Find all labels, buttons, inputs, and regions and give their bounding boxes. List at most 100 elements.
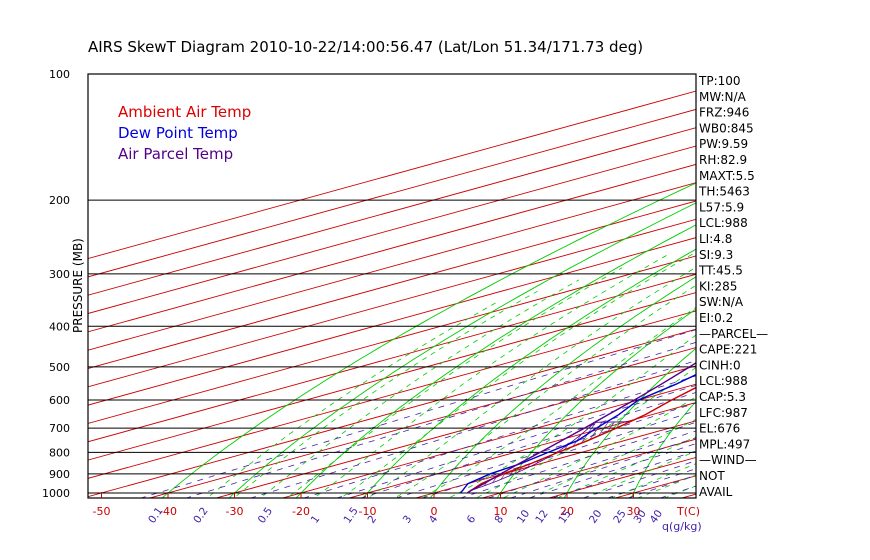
isotherm-line — [88, 90, 696, 260]
series-line — [466, 361, 696, 494]
sounding-profiles — [460, 361, 696, 494]
pressure-tick-label: 200 — [49, 194, 70, 207]
mixing-ratio-line — [551, 450, 696, 498]
isotherm-line — [414, 420, 696, 498]
mixing-ratio-label: 1 — [309, 513, 323, 525]
mixing-ratio-line — [335, 384, 696, 498]
isotherm-line — [801, 74, 870, 502]
bottom-temp-label: -30 — [226, 505, 244, 518]
index-entry: MW:N/A — [699, 90, 747, 104]
index-entry: LCL:988 — [699, 374, 748, 388]
legend: Ambient Air Temp Dew Point Temp Air Parc… — [118, 103, 251, 163]
isotherm-line — [88, 310, 696, 479]
moist-adiabat-line — [609, 463, 696, 498]
index-entry: CAPE:221 — [699, 343, 757, 357]
dry-adiabat-line — [429, 276, 696, 498]
isotherm-line — [88, 273, 696, 443]
dry-adiabat-line — [228, 202, 696, 498]
isotherm-line — [88, 237, 696, 406]
mixing-ratio-line — [139, 329, 696, 498]
isotherm-line — [148, 347, 696, 498]
y-axis-label: PRESSURE (MB) — [71, 238, 85, 333]
legend-entry: Dew Point Temp — [118, 124, 238, 142]
index-entry: L57:5.9 — [699, 200, 744, 214]
pressure-tick-label: 700 — [49, 422, 70, 435]
isotherm-line — [88, 328, 696, 498]
isotherm-line — [347, 402, 696, 498]
index-entry: SI:9.3 — [699, 248, 733, 262]
dry-adiabat-line — [161, 182, 696, 498]
bottom-temp-label: -10 — [359, 505, 377, 518]
isotherm-line — [88, 292, 696, 461]
isotherm-line — [281, 383, 696, 498]
index-entry: MPL:497 — [699, 437, 750, 451]
bottom-temp-label: 20 — [560, 505, 574, 518]
chart-title: AIRS SkewT Diagram 2010-10-22/14:00:56.4… — [88, 38, 643, 56]
temp-axis-unit-label: T(C) — [676, 505, 700, 518]
index-entry: NOT — [699, 469, 725, 483]
index-entry: —PARCEL— — [699, 327, 768, 341]
mixing-ratio-line — [582, 460, 696, 498]
index-entry: MAXT:5.5 — [699, 169, 755, 183]
bottom-temp-label: -40 — [159, 505, 177, 518]
pressure-tick-label: 400 — [49, 320, 70, 333]
moist-adiabat-line — [233, 290, 538, 498]
isotherm-line — [88, 200, 696, 369]
isotherm-line — [88, 145, 696, 314]
series-line — [460, 373, 696, 494]
index-entry: RH:82.9 — [699, 153, 747, 167]
index-entry: EL:676 — [699, 422, 740, 436]
index-entry: LI:4.8 — [699, 232, 732, 246]
moist-adiabat-line — [313, 254, 669, 498]
isotherm-line — [88, 127, 696, 296]
isotherm-line — [734, 74, 870, 502]
index-entry: TP:100 — [698, 74, 741, 88]
pressure-tick-label: 500 — [49, 361, 70, 374]
mixing-ratio-label: 12 — [533, 508, 551, 526]
moist-adiabat-line — [394, 284, 696, 498]
isotherm-line — [88, 108, 696, 278]
mixing-ratio-line — [606, 468, 696, 498]
index-entry: PW:9.59 — [699, 137, 748, 151]
mixing-ratio-line — [421, 410, 696, 498]
mixing-ratio-label: 20 — [587, 508, 605, 526]
mixing-ratio-line — [528, 443, 696, 498]
moist-adiabat-line — [367, 266, 696, 498]
moist-adiabat-line — [259, 279, 580, 498]
index-entry: —WIND— — [699, 453, 757, 467]
index-entry: EI:0.2 — [699, 311, 733, 325]
mixing-ratio-line — [359, 392, 696, 498]
dry-adiabat-line — [832, 74, 870, 502]
mixing-ratio-unit-label: q(g/kg) — [662, 520, 702, 533]
bottom-temp-label: -50 — [93, 505, 111, 518]
pressure-tick-label: 800 — [49, 446, 70, 459]
mixing-ratio-label: 10 — [515, 508, 533, 526]
legend-entry: Ambient Air Temp — [118, 103, 251, 121]
moist-adiabat-line — [286, 267, 623, 498]
mixing-ratio-label: 6 — [465, 513, 479, 526]
series-line — [466, 386, 696, 494]
bottom-temp-label: 30 — [627, 505, 641, 518]
mixing-ratio-line — [509, 437, 696, 498]
legend-entry: Air Parcel Temp — [118, 145, 233, 163]
mixing-ratio-line — [487, 430, 696, 498]
pressure-tick-label: 900 — [49, 468, 70, 481]
moist-adiabat-line — [421, 306, 696, 498]
mixing-ratio-label: 3 — [401, 513, 415, 525]
isotherm-line — [88, 182, 696, 351]
index-entry: LCL:988 — [699, 216, 748, 230]
mixing-ratio-label: 0.5 — [256, 505, 275, 526]
mixing-ratio-line — [185, 341, 696, 498]
isotherm-line — [88, 218, 696, 388]
index-entry: LFC:987 — [699, 406, 748, 420]
moist-adiabat-line — [583, 450, 696, 498]
pressure-tick-label: 100 — [49, 68, 70, 81]
bottom-temp-label: 0 — [431, 505, 438, 518]
index-entry: CAP:5.3 — [699, 390, 746, 404]
mixing-ratio-line — [249, 360, 696, 498]
bottom-temp-label: -20 — [292, 505, 310, 518]
pressure-tick-label: 1000 — [42, 487, 70, 500]
isotherm-line — [88, 255, 696, 424]
pressure-tick-label: 600 — [49, 394, 70, 407]
